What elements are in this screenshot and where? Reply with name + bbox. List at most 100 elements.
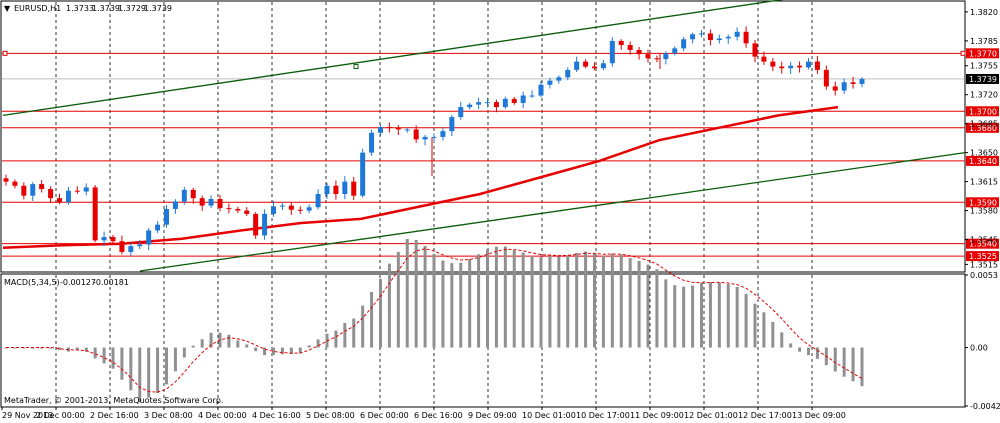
candle-body — [458, 107, 464, 118]
open-value: 1.3733 — [66, 4, 94, 13]
candle-body — [511, 98, 517, 103]
macd-bar — [13, 347, 17, 349]
candle-body — [814, 61, 820, 70]
candle-body — [636, 50, 642, 55]
macd-bar — [628, 258, 632, 348]
macd-bar — [4, 347, 8, 349]
candle-body — [627, 45, 633, 51]
candle-body — [262, 213, 268, 236]
high-value: 1.3739 — [92, 4, 120, 13]
candle-body — [369, 132, 375, 153]
macd-bar — [111, 347, 115, 369]
price-tick-label: 1.3755 — [970, 62, 998, 71]
candle-body — [600, 63, 606, 69]
candle-body — [752, 43, 758, 57]
price-axis: 1.37701.37001.36801.36401.35901.35401.35… — [965, 8, 999, 269]
macd-bar — [512, 250, 516, 348]
candle-body — [663, 53, 669, 60]
candle-body — [618, 40, 624, 46]
price-tick-label: 1.3545 — [970, 236, 998, 245]
macd-bar — [548, 255, 552, 348]
candle-body — [556, 77, 562, 81]
macd-bar — [655, 269, 659, 348]
macd-bar — [263, 347, 267, 356]
macd-label: MACD(5,34,5) — [4, 278, 60, 287]
macd-bar — [396, 251, 400, 348]
macd-bar — [379, 278, 382, 348]
macd-bar — [405, 238, 409, 348]
time-tick-label: 2 Dec 00:00 — [36, 411, 85, 420]
macd-bar — [646, 264, 650, 348]
macd-bar — [486, 249, 489, 348]
grid-lines — [55, 2, 813, 406]
macd-bar — [539, 257, 543, 348]
time-tick-label: 11 Dec 09:00 — [630, 411, 684, 420]
candle-body — [128, 246, 134, 252]
candle-body — [699, 33, 704, 35]
candle-body — [101, 237, 107, 241]
candle-body — [823, 69, 829, 87]
candle-body — [645, 54, 651, 59]
macd-bar — [298, 347, 302, 354]
candle-body — [351, 181, 357, 196]
candle-body — [779, 66, 785, 69]
macd-bar — [753, 303, 757, 348]
macd-bar — [58, 347, 61, 351]
macd-bar — [610, 253, 614, 348]
candle-body — [467, 104, 473, 108]
macd-bar — [762, 312, 766, 348]
macd-bar — [503, 246, 507, 348]
macd-bar — [566, 255, 570, 348]
candle-body — [253, 213, 259, 236]
candle-body — [493, 102, 499, 108]
candle-body — [146, 230, 152, 245]
macd-bar — [289, 347, 293, 355]
candle-body — [734, 31, 740, 37]
candle-body — [529, 95, 535, 97]
macd-bar — [691, 285, 695, 348]
macd-bar — [494, 246, 498, 348]
macd-bar — [182, 347, 186, 358]
candle-body — [743, 31, 749, 44]
macd-bar — [40, 347, 44, 349]
time-tick-label: 5 Dec 08:00 — [306, 411, 355, 420]
candle-body — [485, 102, 490, 104]
macd-signal-line — [6, 248, 863, 393]
macd-bar — [370, 292, 374, 348]
candle-body — [217, 198, 223, 209]
price-tick-label: 1.3580 — [970, 207, 998, 216]
level-price-tag — [966, 197, 999, 208]
candle-body — [306, 207, 312, 211]
macd-bar — [31, 347, 35, 349]
candle-body — [592, 66, 597, 69]
time-tick-label: 10 Dec 01:00 — [522, 411, 576, 420]
price-tick-label: 1.3650 — [970, 149, 998, 158]
candle-body — [235, 208, 241, 211]
candle-body — [431, 136, 437, 138]
time-tick-label: 6 Dec 00:00 — [360, 411, 409, 420]
trend-channel — [2, 0, 966, 272]
macd-bar — [726, 283, 730, 348]
channel-line — [139, 151, 966, 272]
time-tick-label: 10 Dec 17:00 — [576, 411, 630, 420]
level-price-label: 1.3700 — [969, 107, 997, 116]
time-tick-label: 6 Dec 16:00 — [414, 411, 463, 420]
chart-menu-arrow[interactable]: ▼ — [4, 4, 11, 13]
current-price-label: 1.3739 — [969, 75, 997, 84]
candle-body — [716, 38, 722, 41]
time-tick-label: 9 Dec 09:00 — [468, 411, 517, 420]
candle-body — [315, 194, 321, 208]
macd-bar — [361, 305, 365, 348]
macd-bar — [307, 345, 311, 348]
level-price-label: 1.3640 — [969, 157, 997, 166]
macd-bar — [468, 258, 472, 348]
candle-body — [850, 82, 856, 84]
level-price-label: 1.3540 — [969, 240, 997, 249]
level-price-tag — [966, 122, 999, 133]
candle-body — [672, 48, 678, 54]
macd-bar — [682, 286, 686, 348]
candle-body — [449, 117, 455, 132]
candle-body — [413, 129, 419, 140]
macd-bar — [708, 282, 712, 348]
